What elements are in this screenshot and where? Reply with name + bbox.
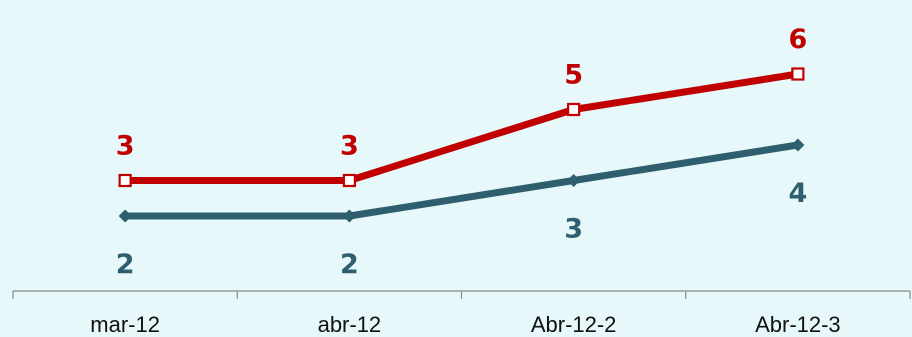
series-2-point xyxy=(791,138,805,152)
series-1-point xyxy=(118,173,132,188)
data-labels: 2 2 3 4 3 3 5 6 xyxy=(116,24,808,280)
series-line-2 xyxy=(121,141,802,220)
series-2-point xyxy=(118,209,132,223)
series-layer xyxy=(118,67,805,223)
x-tick-label: Abr-12-2 xyxy=(531,312,617,337)
series-2-data-label: 2 xyxy=(116,249,135,280)
series-1-point xyxy=(567,102,581,117)
series-line-1 xyxy=(121,70,802,184)
x-tick-label: abr-12 xyxy=(318,312,382,337)
x-tick-label: Abr-12-3 xyxy=(755,312,841,337)
series-1-data-label: 3 xyxy=(116,131,135,162)
x-axis-tick-labels: mar-12 abr-12 Abr-12-2 Abr-12-3 xyxy=(90,312,840,337)
series-2-data-label: 2 xyxy=(340,249,359,280)
x-axis xyxy=(12,290,911,299)
series-1-data-label: 3 xyxy=(340,131,359,162)
series-1-data-label: 5 xyxy=(564,60,583,91)
series-2-data-label: 4 xyxy=(788,178,807,209)
series-2-point xyxy=(567,174,581,187)
series-2-point xyxy=(342,209,356,223)
series-1-point xyxy=(342,173,356,188)
x-tick-label: mar-12 xyxy=(90,312,160,337)
series-1-point xyxy=(791,67,805,81)
series-2-data-label: 3 xyxy=(564,214,583,245)
series-1-data-label: 6 xyxy=(788,24,807,55)
